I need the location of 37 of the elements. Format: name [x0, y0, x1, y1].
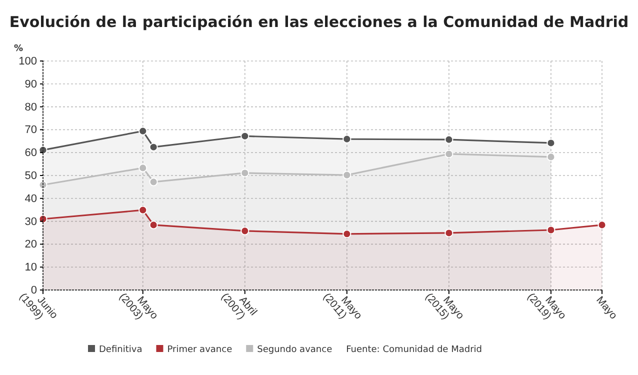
point	[240, 168, 250, 178]
y-axis-title: %	[14, 44, 24, 54]
legend-label: Segundo avance	[257, 345, 333, 355]
y-tick-label: 30	[24, 216, 37, 228]
legend-label: Primer avance	[167, 345, 233, 355]
point	[138, 206, 148, 214]
point	[598, 220, 606, 230]
point	[149, 142, 158, 152]
y-tick-label: 70	[24, 124, 37, 136]
point	[444, 135, 454, 144]
chart-title: Evolución de la participación en las elecciones a la Comunidad de Madrid	[9, 13, 629, 31]
y-tick-label: 60	[24, 147, 37, 160]
point	[240, 132, 250, 140]
y-tick-label: 100	[18, 56, 37, 68]
y-tick-label: 20	[24, 238, 37, 251]
point	[149, 220, 158, 230]
point	[546, 152, 556, 162]
point	[546, 226, 556, 234]
point	[138, 164, 148, 172]
y-tick-label: 10	[24, 262, 37, 274]
y-tick-label: 50	[24, 170, 37, 182]
y-tick-label: 80	[24, 101, 37, 114]
legend-label: Definitiva	[99, 345, 142, 355]
point	[342, 230, 352, 238]
point	[138, 126, 148, 136]
y-tick-label: 0	[30, 284, 37, 297]
point	[342, 134, 352, 144]
point	[546, 138, 556, 148]
point	[240, 226, 250, 236]
source-note: Fuente: Comunidad de Madrid	[346, 345, 482, 355]
y-tick-label: 40	[24, 192, 37, 205]
point	[444, 228, 454, 238]
point	[342, 170, 352, 180]
point	[149, 178, 158, 186]
point	[444, 150, 454, 158]
point	[38, 180, 48, 190]
y-tick-label: 90	[24, 78, 37, 90]
